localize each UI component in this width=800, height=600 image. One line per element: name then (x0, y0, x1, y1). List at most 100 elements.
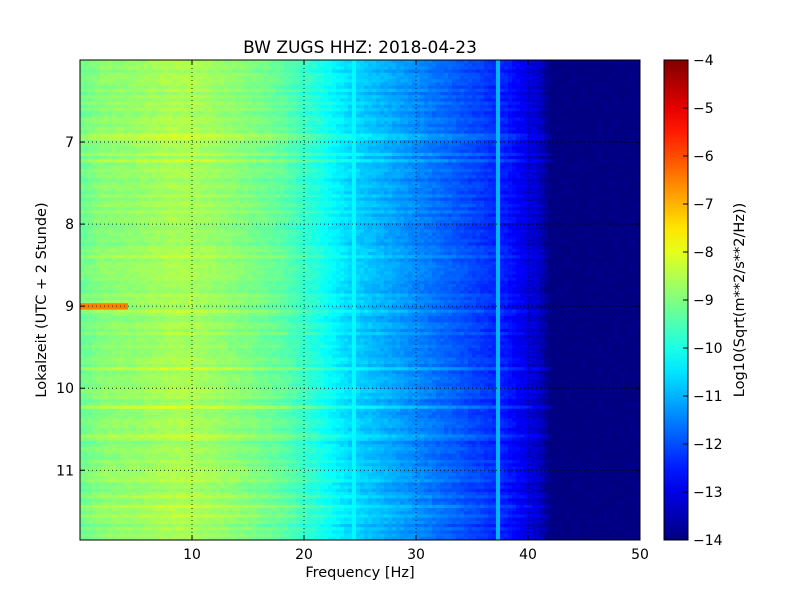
heatmap-cell (180, 85, 185, 90)
heatmap-cell (100, 82, 105, 87)
heatmap-cell (396, 85, 401, 90)
heatmap-cell (616, 69, 621, 74)
heatmap-cell (516, 82, 521, 87)
heatmap-cell (504, 63, 509, 67)
heatmap-cell (336, 72, 341, 77)
heatmap-cell (636, 72, 640, 77)
heatmap-cell (376, 76, 381, 80)
heatmap-cell (372, 69, 377, 74)
heatmap-cell (152, 82, 157, 87)
heatmap-cell (596, 79, 601, 83)
heatmap-cell (504, 85, 509, 90)
heatmap-cell (256, 72, 261, 77)
heatmap-cell (544, 66, 549, 71)
heatmap-cell (608, 72, 613, 77)
heatmap-cell (584, 63, 589, 67)
heatmap-cell (368, 60, 373, 64)
heatmap-cell (608, 82, 613, 87)
heatmap-cell (204, 72, 209, 77)
heatmap-cell (492, 76, 497, 80)
heatmap-cell (384, 76, 389, 80)
heatmap-cell (568, 82, 573, 87)
heatmap-cell (96, 69, 101, 74)
heatmap-cell (528, 63, 533, 67)
heatmap-cell (204, 79, 209, 83)
heatmap-cell (136, 60, 141, 64)
heatmap-cell (92, 82, 97, 87)
heatmap-cell (612, 76, 617, 80)
heatmap-cell (580, 69, 585, 74)
heatmap-cell (332, 66, 337, 71)
heatmap-cell (552, 82, 557, 87)
heatmap-cell (452, 69, 457, 74)
heatmap-cell (432, 76, 437, 80)
heatmap-cell (156, 79, 161, 83)
heatmap-cell (184, 72, 189, 77)
heatmap-cell (140, 88, 145, 93)
heatmap-cell (284, 76, 289, 80)
heatmap-cell (404, 82, 409, 87)
heatmap-cell (320, 88, 325, 93)
heatmap-cell (104, 66, 109, 71)
heatmap-cell (420, 79, 425, 83)
heatmap-cell (92, 69, 97, 74)
heatmap-cell (556, 72, 561, 77)
heatmap-cell (432, 60, 437, 64)
heatmap-cell (168, 63, 173, 67)
heatmap-cell (492, 69, 497, 74)
heatmap-cell (288, 76, 293, 80)
heatmap-cell (460, 82, 465, 87)
heatmap-cell (448, 85, 453, 90)
heatmap-cell (232, 79, 237, 83)
heatmap-cell (292, 82, 297, 87)
heatmap-cell (224, 72, 229, 77)
heatmap-cell (496, 60, 501, 64)
heatmap-cell (304, 69, 309, 74)
heatmap-cell (108, 69, 113, 74)
heatmap-cell (352, 66, 357, 71)
heatmap-cell (412, 66, 417, 71)
heatmap-cell (188, 82, 193, 87)
heatmap-cell (212, 85, 217, 90)
heatmap-cell (424, 72, 429, 77)
heatmap-cell (248, 60, 253, 64)
heatmap-cell (420, 72, 425, 77)
heatmap-cell (336, 88, 341, 93)
heatmap-cell (396, 72, 401, 77)
heatmap-cell (104, 60, 109, 64)
heatmap-cell (328, 72, 333, 77)
heatmap-cell (192, 76, 197, 80)
heatmap-cell (196, 72, 201, 77)
heatmap-cell (188, 76, 193, 80)
heatmap-cell (560, 72, 565, 77)
heatmap-cell (140, 66, 145, 71)
heatmap-cell (320, 66, 325, 71)
heatmap-cell (604, 76, 609, 80)
heatmap-cell (624, 85, 629, 90)
heatmap-cell (568, 76, 573, 80)
heatmap-cell (336, 79, 341, 83)
heatmap-cell (412, 79, 417, 83)
heatmap-cell (632, 66, 637, 71)
heatmap-cell (452, 76, 457, 80)
heatmap-cell (140, 85, 145, 90)
heatmap-cell (132, 79, 137, 83)
heatmap-cell (340, 69, 345, 74)
heatmap-cell (368, 66, 373, 71)
heatmap-cell (424, 82, 429, 87)
heatmap-cell (344, 66, 349, 71)
heatmap-cell (224, 66, 229, 71)
heatmap-cell (624, 76, 629, 80)
heatmap-cell (324, 63, 329, 67)
heatmap-cell (340, 66, 345, 71)
heatmap-cell (96, 66, 101, 71)
heatmap-cell (528, 60, 533, 64)
heatmap-cell (324, 82, 329, 87)
heatmap-cell (504, 72, 509, 77)
heatmap-cell (120, 63, 125, 67)
heatmap-cell (312, 79, 317, 83)
heatmap-cell (608, 60, 613, 64)
heatmap-cell (548, 63, 553, 67)
heatmap-cell (92, 79, 97, 83)
heatmap-cell (116, 63, 121, 67)
